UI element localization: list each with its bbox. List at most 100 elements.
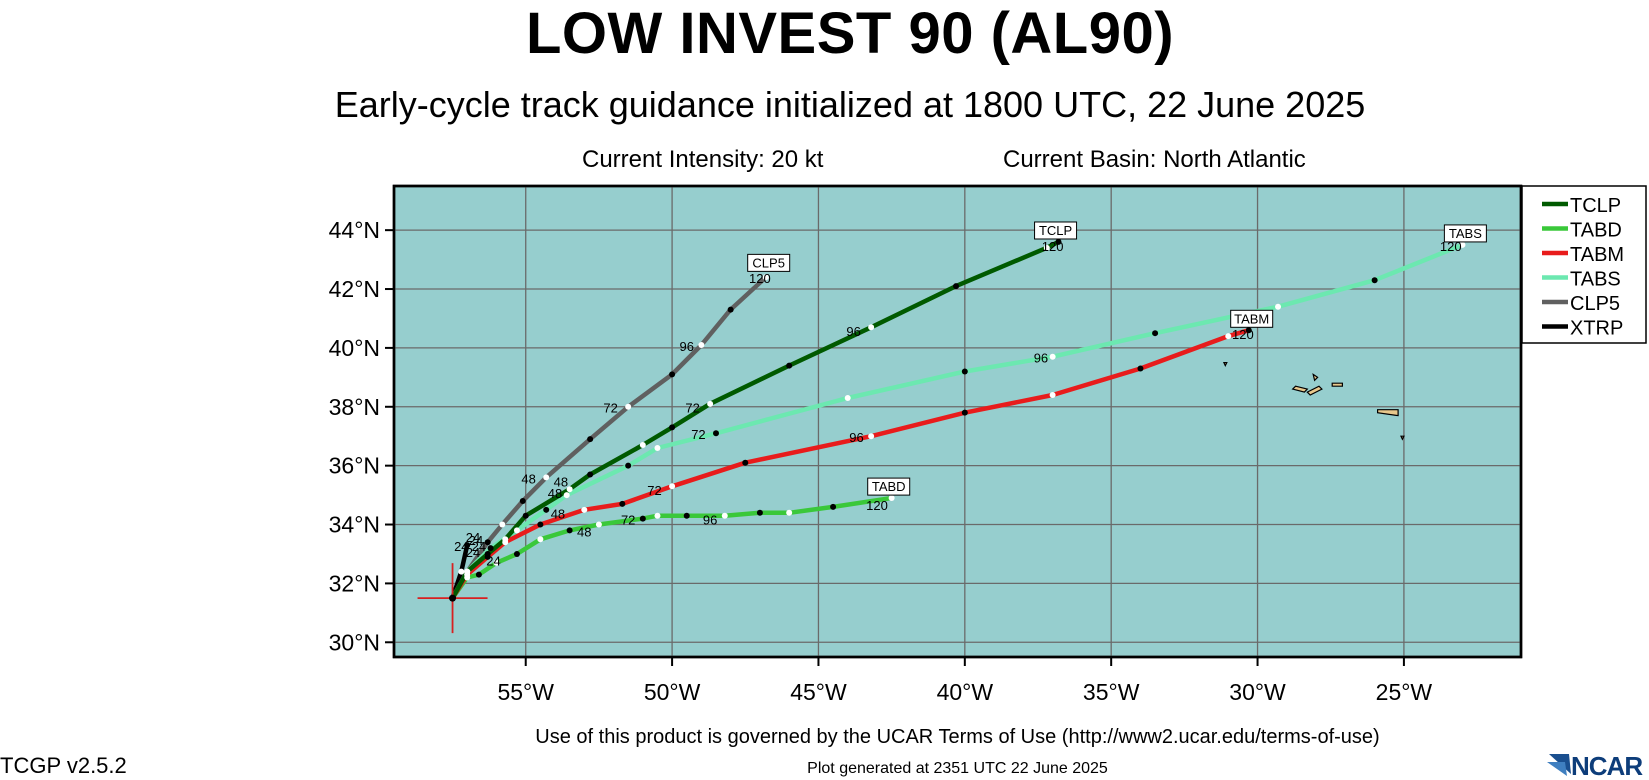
lon-tick-label: 50°W [644,679,701,705]
lat-tick-label: 36°N [329,453,380,479]
forecast-hour-label: 72 [621,513,635,528]
track-point-tclp [566,486,573,493]
track-point-tclp [484,550,491,557]
legend-label-clp5: CLP5 [1570,293,1620,315]
track-end-tag-box [1443,224,1487,243]
track-point-tabm [1137,365,1144,372]
track-point-tabs [625,462,632,469]
track-end-tag: TABS [1449,226,1482,241]
forecast-hour-label: 96 [703,513,717,528]
lon-tick-label: 30°W [1229,679,1286,705]
forecast-hour-label: 24 [454,539,468,554]
ncar-logo-text: NCAR [1571,751,1643,778]
track-point-clp5 [519,497,526,504]
lon-tick-label: 40°W [937,679,994,705]
track-point-xtrp [458,568,465,575]
forecast-hour-label: 24 [472,539,486,554]
legend-label-tabm: TABM [1570,244,1624,266]
track-point-clp5 [543,474,550,481]
lat-tick-label: 32°N [329,570,380,596]
forecast-hour-label: 72 [685,401,699,416]
lon-tick-label: 45°W [790,679,847,705]
track-point-tclp [502,536,509,543]
forecast-hour-label: 96 [849,430,863,445]
track-line-tabd [450,495,894,601]
forecast-hour-label: 72 [691,427,705,442]
track-point-tabs [513,527,520,534]
track-point-tabm [868,433,875,440]
track-point-tabd [654,512,661,519]
track-point-tabd [756,509,763,516]
forecast-hour-label: 48 [521,471,535,486]
track-point-tabm [1245,327,1252,334]
map-gridlines [394,186,1521,657]
lat-tick-label: 44°N [329,217,380,243]
page-title: LOW INVEST 90 (AL90) [525,1,1175,66]
track-point-tabd [566,527,573,534]
track-point-clp5 [587,436,594,443]
track-point-tabm [961,409,968,416]
track-point-tabm [619,500,626,507]
forecast-hour-label: 48 [548,486,562,501]
island [1312,373,1319,382]
lat-tick-label: 40°N [329,335,380,361]
azores-islands [1222,362,1405,441]
lat-tick-label: 38°N [329,394,380,420]
island [1291,385,1309,393]
track-end-tag-box [747,253,791,272]
track-point-tclp [522,512,529,519]
forecast-hour-label: 72 [603,401,617,416]
track-point-tabd [721,512,728,519]
track-end-tag: TABM [1234,311,1269,326]
legend-label-xtrp: XTRP [1570,318,1623,340]
track-point-tclp [464,568,471,575]
track-end-tag: TABD [872,479,906,494]
current-basin: Current Basin: North Atlantic [1003,146,1306,173]
track-point-tabm [1049,392,1056,399]
forecast-hour-label: 48 [577,524,591,539]
track-point-tabs [713,430,719,437]
lon-tick-label: 35°W [1083,679,1140,705]
track-point-clp5 [762,274,769,281]
current-intensity: Current Intensity: 20 kt [582,146,824,173]
track-point-clp5 [625,403,632,410]
track-point-tabs [1049,353,1056,360]
ncar-logo: NCAR [1547,751,1644,778]
storm-center-marker [417,563,488,634]
track-point-tabd [513,550,520,557]
track-point-tclp [1043,244,1050,251]
map-ocean [392,184,1523,659]
island [1376,409,1399,417]
legend-box [1521,185,1647,344]
legend-label-tabs: TABS [1570,269,1621,291]
lat-tick-label: 34°N [329,512,380,538]
track-point-tclp [1055,238,1062,245]
plot-generated-time: Plot generated at 2351 UTC 22 June 2025 [807,760,1108,777]
track-point-tabd [888,495,895,502]
track-point-tabd [830,503,837,510]
track-point-tabs [1152,330,1159,337]
track-point-tclp [953,283,960,290]
island [1306,385,1323,396]
track-point-tabd [537,536,544,543]
forecast-hour-label: 120 [749,271,771,286]
island [1400,435,1405,441]
track-point-tabs [543,506,550,513]
track-point-tabm [742,459,749,466]
track-end-tag-box [1034,221,1078,240]
track-point-tabs [563,492,570,499]
track-end-tag: CLP5 [752,255,785,270]
track-point-clp5 [484,539,491,546]
version-label: TCGP v2.5.2 [0,753,127,778]
page-subtitle: Early-cycle track guidance initialized a… [334,84,1366,125]
track-point-tabm [537,521,544,528]
track-point-tclp [707,400,714,407]
center-dot [449,594,457,602]
track-point-tclp [639,442,646,449]
forecast-hour-label: 120 [866,498,888,513]
track-point-tclp [786,362,793,369]
forecast-hour-label: 48 [551,507,565,522]
track-point-tabd [683,512,690,519]
